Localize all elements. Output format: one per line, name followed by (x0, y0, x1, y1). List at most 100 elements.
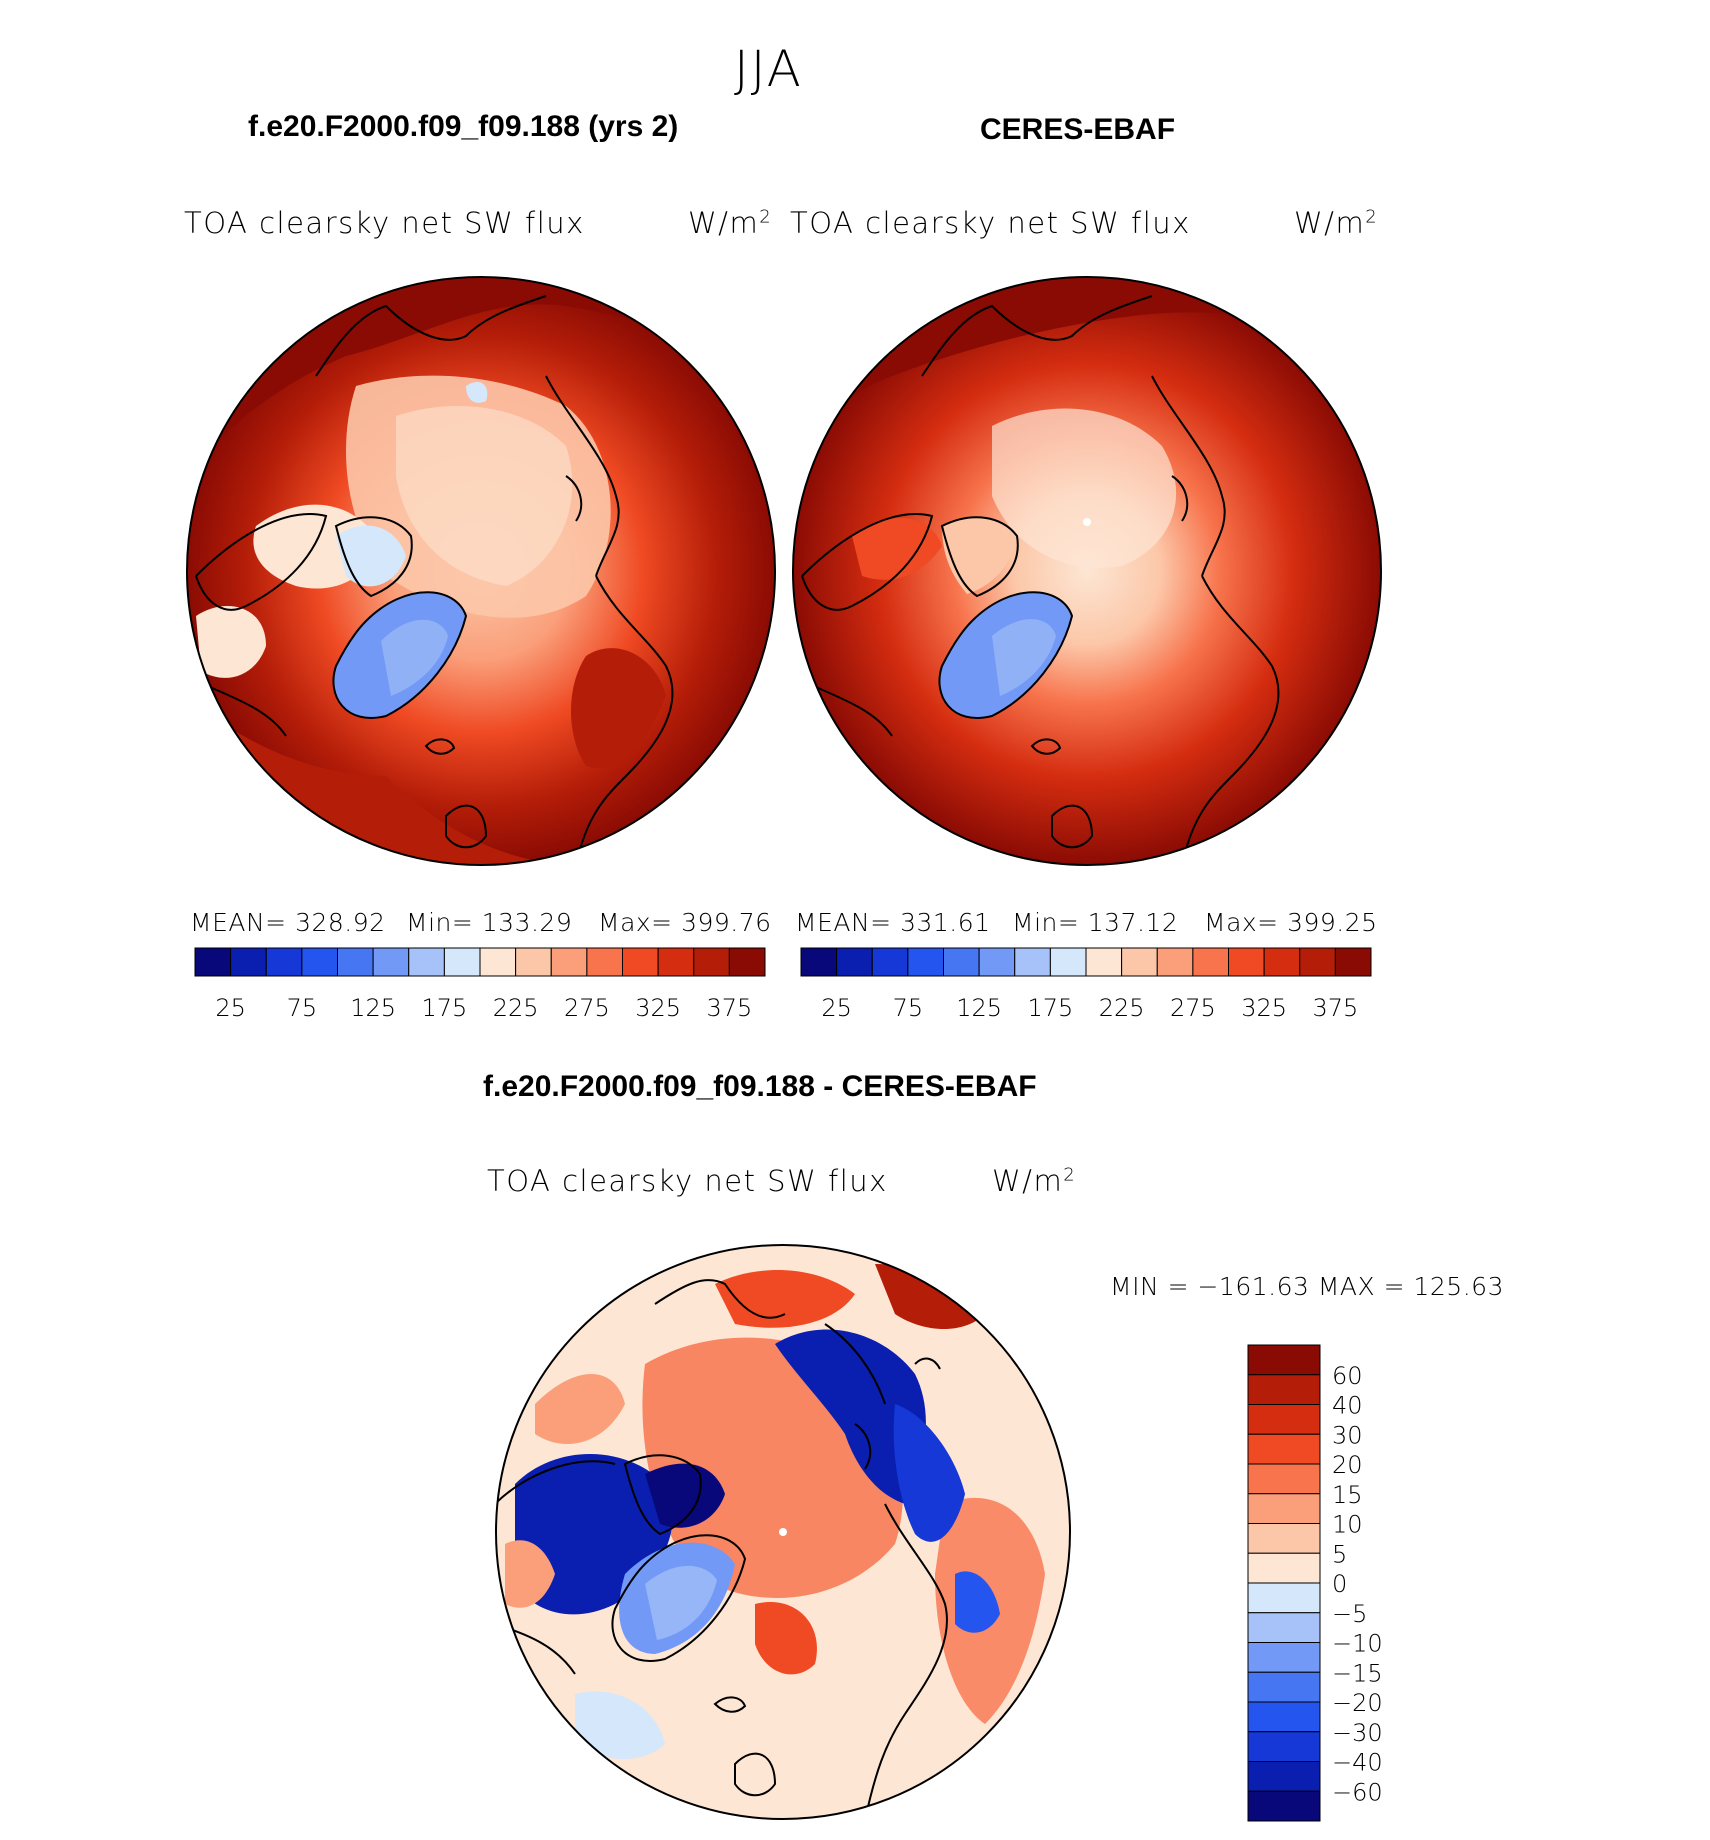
colorbar-difference-swatch (1247, 1463, 1321, 1495)
colorbar-observed-tick-label: 225 (1099, 994, 1145, 1022)
colorbar-model-swatch (408, 947, 445, 977)
colorbar-model-swatch (550, 947, 588, 977)
colorbar-model-tick-label: 25 (215, 994, 246, 1022)
colorbar-observed-swatch (943, 947, 980, 977)
map-model (186, 276, 776, 866)
colorbar-observed-swatch (1156, 947, 1194, 977)
colorbar-observed-swatch (1299, 947, 1336, 977)
colorbar-difference-tick-label: 15 (1332, 1481, 1363, 1509)
panel-2-mean: MEAN= 331.61 (795, 908, 991, 937)
colorbar-difference-tick-label: −60 (1332, 1778, 1383, 1806)
colorbar-difference-swatch (1247, 1433, 1321, 1465)
colorbar-difference-swatch (1247, 1374, 1321, 1405)
colorbar-observed-swatch (871, 947, 909, 977)
colorbar-model-tick-label: 275 (564, 994, 610, 1022)
colorbar-model-swatch (728, 947, 766, 977)
panel-1-min: Min= 133.29 (406, 908, 573, 937)
colorbar-observed-tick-label: 375 (1312, 994, 1358, 1022)
colorbar-observed-swatch (800, 947, 838, 977)
colorbar-model-swatch (693, 947, 730, 977)
colorbar-model-swatch (301, 947, 338, 977)
colorbar-model-swatch (479, 947, 517, 977)
colorbar-difference-swatch (1247, 1701, 1321, 1733)
panel-3-units: W/m2 (992, 1164, 1077, 1198)
panel-1-max: Max= 399.76 (598, 908, 772, 937)
colorbar-model-swatch (372, 947, 410, 977)
colorbar-difference-swatch (1247, 1523, 1321, 1554)
colorbar-observed-tick-label: 25 (821, 994, 852, 1022)
colorbar-difference-swatch (1247, 1493, 1321, 1524)
colorbar-difference-tick-label: −10 (1332, 1630, 1383, 1658)
colorbar-model-swatch (230, 947, 267, 977)
colorbar-model: 25 75 125 175 225 275 325 375 (194, 947, 766, 1022)
panel-1-mean: MEAN= 328.92 (190, 908, 386, 937)
colorbar-observed-tick-label: 325 (1241, 994, 1287, 1022)
panel-3-variable: TOA clearsky net SW flux (487, 1164, 888, 1198)
colorbar-observed-swatch (1228, 947, 1265, 977)
colorbar-difference-swatch (1247, 1582, 1321, 1614)
colorbar-model-tick-label: 125 (350, 994, 396, 1022)
colorbar-difference-tick-label: 10 (1332, 1511, 1363, 1539)
colorbar-observed: 25 75 125 175 225 275 325 375 (800, 947, 1372, 1022)
colorbar-observed-tick-label: 75 (893, 994, 924, 1022)
colorbar-observed-swatch (1192, 947, 1229, 977)
colorbar-model-swatch (194, 947, 232, 977)
colorbar-difference-swatch (1247, 1731, 1321, 1762)
panel-1-title: f.e20.F2000.f09_f09.188 (yrs 2) (248, 110, 679, 143)
colorbar-difference-tick-label: −20 (1332, 1689, 1383, 1717)
colorbar-observed-swatch (1334, 947, 1372, 977)
colorbar-observed-swatch (1085, 947, 1123, 977)
colorbar-difference-swatch (1247, 1612, 1321, 1643)
colorbar-difference-tick-label: 20 (1332, 1451, 1363, 1479)
colorbar-observed-swatch (836, 947, 873, 977)
panel-3-minmax: MIN = −161.63 MAX = 125.63 (1110, 1272, 1504, 1301)
colorbar-difference-swatch (1247, 1344, 1321, 1376)
colorbar-difference-tick-label: 0 (1332, 1570, 1347, 1598)
colorbar-difference-tick-label: −40 (1332, 1749, 1383, 1777)
colorbar-observed-swatch (978, 947, 1016, 977)
colorbar-difference-tick-label: −15 (1332, 1659, 1383, 1687)
panel-3-title: f.e20.F2000.f09_f09.188 - CERES-EBAF (483, 1070, 1037, 1103)
colorbar-observed-swatch (1014, 947, 1051, 977)
colorbar-model-swatch (515, 947, 552, 977)
panel-2-max: Max= 399.25 (1204, 908, 1378, 937)
colorbar-observed-swatch (907, 947, 944, 977)
panel-2-title: CERES-EBAF (980, 113, 1176, 146)
colorbar-difference-tick-label: −30 (1332, 1719, 1383, 1747)
map-observed (792, 276, 1382, 866)
colorbar-difference-swatch (1247, 1790, 1321, 1822)
colorbar-difference-tick-label: 5 (1332, 1540, 1347, 1568)
colorbar-model-tick-label: 225 (493, 994, 539, 1022)
colorbar-model-swatch (657, 947, 695, 977)
panel-1-variable: TOA clearsky net SW flux (184, 206, 585, 240)
panel-2-units: W/m2 (1294, 206, 1379, 240)
colorbar-model-tick-label: 325 (635, 994, 681, 1022)
colorbar-difference-tick-label: 30 (1332, 1421, 1363, 1449)
panel-1-units: W/m2 (688, 206, 773, 240)
map-difference (495, 1244, 1071, 1820)
colorbar-model-swatch (337, 947, 374, 977)
colorbar-difference-tick-label: 60 (1332, 1362, 1363, 1390)
panel-2-variable: TOA clearsky net SW flux (790, 206, 1191, 240)
colorbar-difference-swatch (1247, 1642, 1321, 1673)
colorbar-model-swatch (586, 947, 623, 977)
colorbar-model-swatch (622, 947, 659, 977)
colorbar-difference-swatch (1247, 1404, 1321, 1435)
colorbar-observed-swatch (1263, 947, 1301, 977)
colorbar-model-tick-label: 175 (421, 994, 467, 1022)
colorbar-difference-swatch (1247, 1552, 1321, 1584)
colorbar-observed-tick-label: 125 (956, 994, 1002, 1022)
colorbar-observed-swatch (1121, 947, 1158, 977)
colorbar-difference-swatch (1247, 1671, 1321, 1703)
colorbar-observed-tick-label: 175 (1027, 994, 1073, 1022)
figure-title: JJA (734, 40, 803, 98)
colorbar-observed-tick-label: 275 (1170, 994, 1216, 1022)
colorbar-observed-swatch (1049, 947, 1087, 977)
panel-2-min: Min= 137.12 (1012, 908, 1179, 937)
colorbar-model-swatch (265, 947, 303, 977)
colorbar-model-swatch (443, 947, 481, 977)
colorbar-model-tick-label: 375 (706, 994, 752, 1022)
colorbar-difference-swatch (1247, 1761, 1321, 1792)
colorbar-difference-tick-label: −5 (1332, 1600, 1367, 1628)
